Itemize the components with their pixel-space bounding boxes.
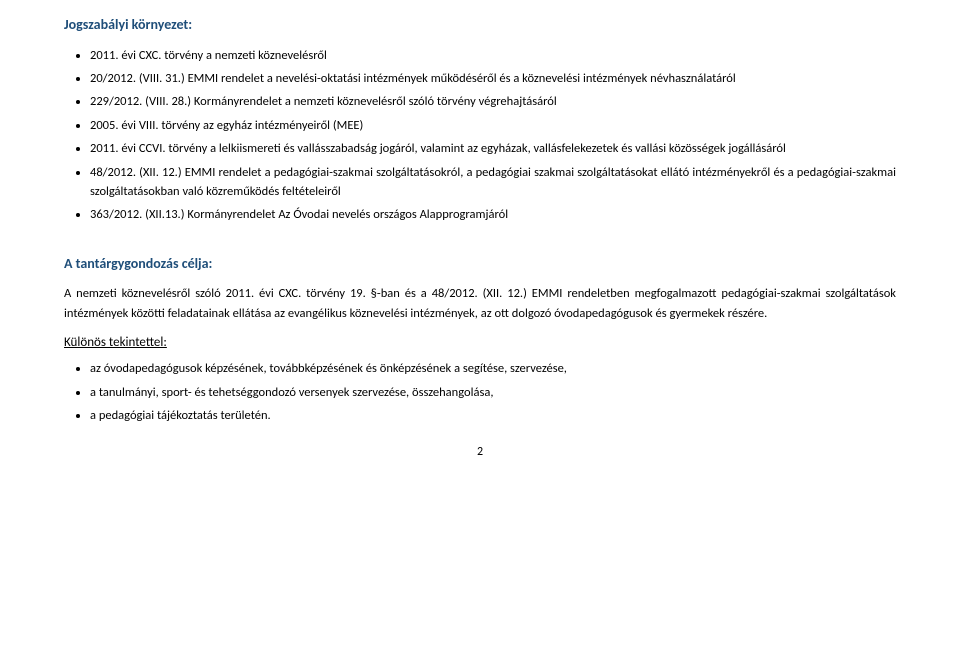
- list-item: 2011. évi CCVI. törvény a lelkiismereti …: [90, 139, 896, 158]
- list-item: 48/2012. (XII. 12.) EMMI rendelet a peda…: [90, 163, 896, 202]
- list-item: az óvodapedagógusok képzésének, továbbké…: [90, 359, 896, 378]
- goal-paragraph: A nemzeti köznevelésről szóló 2011. évi …: [64, 284, 896, 323]
- legal-items-list: 2011. évi CXC. törvény a nemzeti közneve…: [64, 46, 896, 225]
- list-item: a pedagógiai tájékoztatás területén.: [90, 406, 896, 425]
- list-item: a tanulmányi, sport- és tehetséggondozó …: [90, 383, 896, 402]
- list-item: 2011. évi CXC. törvény a nemzeti közneve…: [90, 46, 896, 65]
- list-item: 20/2012. (VIII. 31.) EMMI rendelet a nev…: [90, 69, 896, 88]
- list-item: 229/2012. (VIII. 28.) Kormányrendelet a …: [90, 92, 896, 111]
- list-item: 363/2012. (XII.13.) Kormányrendelet Az Ó…: [90, 205, 896, 224]
- document-page: Jogszabályi környezet: 2011. évi CXC. tö…: [0, 0, 960, 462]
- section-heading-goal: A tantárgygondozás célja:: [64, 253, 896, 275]
- list-item: 2005. évi VIII. törvény az egyház intézm…: [90, 116, 896, 135]
- page-number: 2: [64, 443, 896, 462]
- section-heading-legal-env: Jogszabályi környezet:: [64, 14, 896, 36]
- sub-heading-special-attention: Különös tekintettel:: [64, 333, 896, 353]
- attention-items-list: az óvodapedagógusok képzésének, továbbké…: [64, 359, 896, 425]
